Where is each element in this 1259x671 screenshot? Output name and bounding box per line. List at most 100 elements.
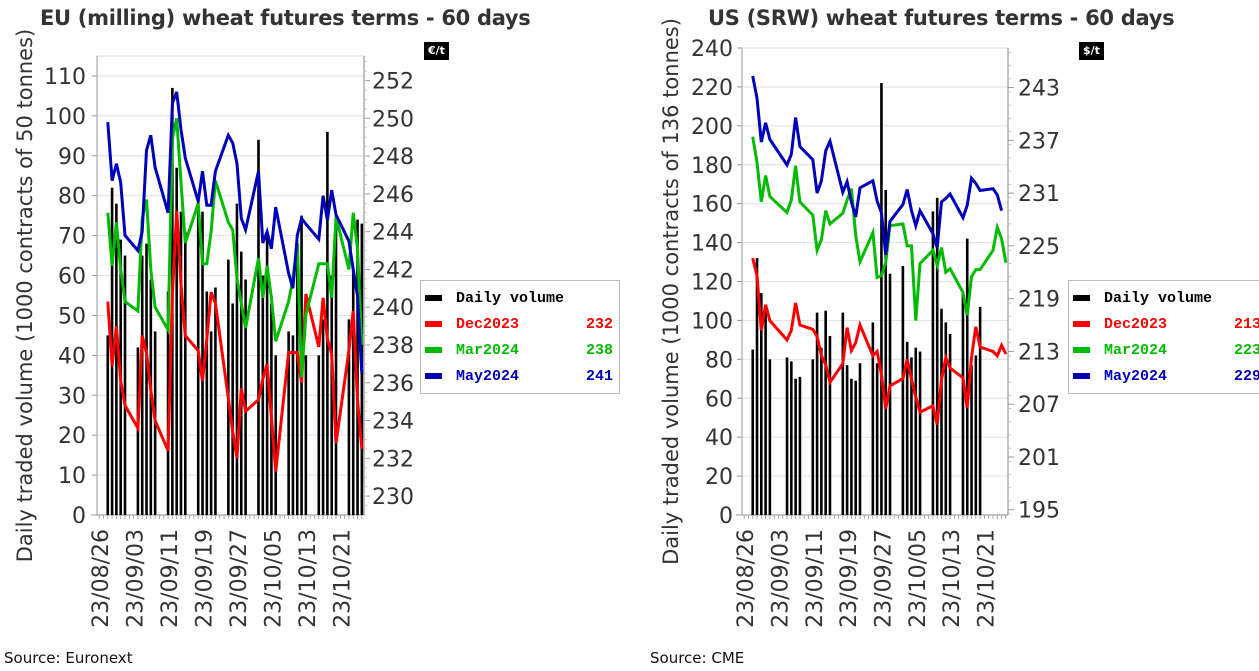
legend-value: 223	[1234, 341, 1259, 359]
volume-bar	[815, 312, 819, 515]
legend-swatch	[1073, 321, 1090, 327]
chart-legend: Daily volume Dec2023 213 Mar2024 223 May20…	[1068, 280, 1259, 394]
y-tick-label: 80	[705, 348, 733, 373]
volume-bar	[304, 355, 308, 515]
volume-bar	[183, 231, 187, 516]
source-note: Source: CME	[650, 649, 745, 667]
volume-bar	[140, 255, 144, 515]
volume-bar	[768, 359, 772, 515]
volume-bar	[935, 197, 939, 515]
x-tick-label: 23/09/11	[803, 529, 828, 628]
volume-bar	[875, 363, 879, 515]
volume-bar	[239, 251, 243, 515]
unit-badge: $/t	[1079, 42, 1104, 60]
volume-bar	[845, 365, 849, 515]
volume-bar	[824, 310, 827, 515]
volume-bar	[931, 211, 935, 515]
y-tick-label: 180	[691, 154, 733, 179]
series-line-dec2023	[106, 210, 364, 472]
volume-bar	[828, 335, 832, 515]
x-tick-label: 23/10/13	[940, 529, 965, 628]
legend-value: 241	[586, 367, 614, 385]
volume-bar	[854, 380, 857, 515]
volume-bar	[334, 215, 338, 516]
volume-bar	[974, 355, 978, 515]
volume-bar	[123, 255, 127, 515]
volume-bar	[351, 267, 355, 515]
x-tick-label: 23/10/21	[330, 529, 355, 628]
volume-bar	[751, 349, 755, 515]
series-line-mar2024	[106, 117, 364, 378]
x-tick-label: 23/08/26	[89, 529, 114, 628]
volume-bar	[850, 378, 853, 515]
volume-bar	[755, 258, 759, 515]
y2-tick-label: 213	[1018, 340, 1060, 365]
volume-bar	[764, 304, 767, 515]
volume-bar	[244, 279, 247, 515]
volume-bar	[175, 167, 178, 515]
x-tick-label: 23/10/21	[974, 529, 999, 628]
y-tick-label: 30	[58, 384, 86, 409]
volume-bar	[901, 265, 905, 515]
x-tick-label: 23/09/11	[158, 529, 183, 628]
unit-badge: €/t	[424, 42, 449, 60]
eu-chart-panel: EU (milling) wheat futures terms - 60 da…	[0, 0, 629, 671]
y-tick-label: 50	[58, 304, 86, 329]
y2-tick-label: 195	[1018, 499, 1060, 524]
volume-bar	[326, 131, 329, 515]
legend-swatch	[425, 295, 442, 301]
volume-bar	[209, 331, 213, 515]
legend-label: Mar2024	[1104, 341, 1168, 359]
y-tick-label: 100	[691, 309, 733, 334]
volume-bar	[231, 303, 234, 515]
legend-item-may2024: May2024 229	[1073, 363, 1259, 389]
volume-bar	[106, 335, 110, 515]
legend-swatch	[425, 373, 442, 379]
chart-legend: Daily volume Dec2023 232 Mar2024 238 May20…	[420, 280, 621, 394]
legend-value: 232	[586, 315, 614, 333]
y-tick-label: 70	[58, 225, 86, 250]
volume-bar	[888, 273, 892, 515]
legend-swatch	[425, 347, 442, 353]
x-tick-label: 23/09/03	[768, 529, 793, 628]
x-tick-label: 23/10/13	[296, 529, 321, 628]
legend-label: May2024	[1104, 367, 1168, 385]
legend-value: 229	[1234, 367, 1259, 385]
y2-tick-label: 234	[372, 410, 414, 435]
y-tick-label: 60	[705, 387, 733, 412]
volume-bar	[910, 357, 913, 515]
y-tick-label: 10	[58, 464, 86, 489]
y2-tick-label: 207	[1018, 393, 1060, 418]
volume-bar	[978, 306, 982, 515]
series-line-dec2023	[751, 257, 1008, 425]
volume-bar	[790, 361, 793, 515]
y2-tick-label: 237	[1018, 129, 1060, 154]
legend-item-dec2023: Dec2023 213	[1073, 311, 1259, 337]
y-tick-label: 0	[719, 504, 733, 529]
y2-tick-label: 230	[372, 485, 414, 510]
y2-tick-label: 236	[372, 372, 414, 397]
y-tick-label: 0	[72, 504, 86, 529]
volume-bar	[356, 219, 359, 515]
y2-tick-label: 219	[1018, 288, 1060, 313]
legend-label: Dec2023	[456, 315, 520, 333]
y-tick-label: 200	[691, 115, 733, 140]
legend-label: May2024	[456, 367, 520, 385]
volume-bar	[884, 190, 888, 515]
y2-tick-label: 250	[372, 107, 414, 132]
volume-bar	[205, 291, 209, 515]
volume-bar	[961, 293, 965, 515]
chart-title: EU (milling) wheat futures terms - 60 da…	[40, 6, 531, 30]
volume-bar	[794, 378, 797, 515]
y-tick-label: 40	[58, 344, 86, 369]
x-tick-label: 23/09/19	[837, 529, 862, 628]
x-tick-label: 23/09/27	[871, 529, 896, 628]
x-tick-label: 23/08/26	[734, 529, 759, 628]
volume-bar	[321, 319, 325, 515]
volume-bar	[136, 347, 140, 515]
x-tick-label: 23/09/03	[124, 529, 149, 628]
legend-swatch	[1073, 295, 1090, 301]
volume-bar	[970, 365, 973, 515]
volume-bar	[785, 357, 789, 515]
volume-bar	[179, 211, 183, 515]
